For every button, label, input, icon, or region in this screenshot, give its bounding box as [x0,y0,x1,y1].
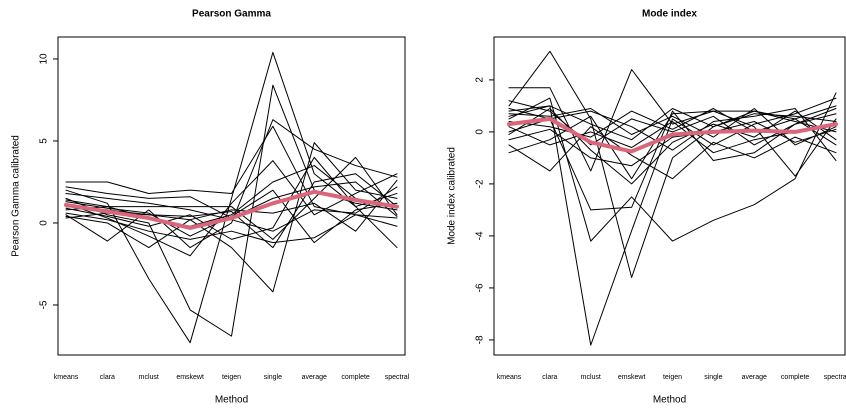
x-tick-label: spectral [824,374,846,381]
series-line [508,108,837,211]
series-line [508,105,837,141]
series-line [508,97,837,346]
x-tick-label: kmeans [497,374,522,381]
series-line [508,126,837,180]
chart-title: Pearson Gamma [192,9,271,20]
y-tick-label: 0 [39,220,50,226]
plot-box [493,36,846,356]
lines [64,51,399,344]
plot-box [57,36,406,356]
series-line [65,165,398,227]
x-tick-label: average [302,374,327,381]
x-tick-label: emskewt [618,374,646,381]
x-tick-label: mclust [139,374,159,381]
series-line [64,189,399,230]
y-axis-label: Pearson Gamma calibrated [11,135,22,257]
x-tick-label: spectral [385,374,410,381]
chart-title: Mode index [642,9,697,20]
y-tick-label: -5 [39,300,50,309]
x-tick-label: complete [341,374,370,381]
series-line [65,142,398,293]
series-line [65,160,398,257]
series-line [508,121,837,167]
y-tick-label: -4 [475,231,486,240]
x-tick-label: single [704,374,722,381]
series-line [508,121,837,154]
x-axis-label: Method [653,395,686,406]
y-tick-label: -8 [475,335,486,344]
x-tick-label: complete [781,374,810,381]
x-tick-label: average [742,374,767,381]
series-line [508,108,837,162]
panel: -5 0 5 10 kmeans clara mclust emskewt teigen sing… [11,9,410,406]
series-line [508,110,837,180]
series-line [508,92,837,242]
series-line [507,116,838,154]
series-line [65,156,398,240]
x-axis-label: Method [215,395,248,406]
x-tick-label: teigen [663,374,682,381]
panel: -8 -6 -4 -2 0 2 kmeans clara mclust emskewt teigen… [447,9,846,406]
x-tick-label: single [264,374,282,381]
y-tick-label: 10 [39,53,50,65]
y-axis-label: Mode index calibrated [447,147,458,245]
x-tick-label: kmeans [54,374,79,381]
y-tick-label: 0 [475,129,486,135]
x-tick-label: teigen [222,374,241,381]
series-line [508,105,837,138]
series-line [65,179,398,249]
x-tick-label: clara [100,374,115,381]
x-tick-label: clara [542,374,557,381]
series-line [65,156,398,240]
series-line [508,69,837,172]
y-tick-label: -2 [475,179,486,188]
y-tick-label: 5 [39,138,50,144]
series-line [65,125,398,219]
series-line [508,50,837,279]
series-line [508,108,837,185]
x-tick-label: mclust [581,374,601,381]
x-tick-label: emskewt [176,374,204,381]
y-tick-label: 2 [475,77,486,83]
lines [507,50,838,346]
y-tick-label: -6 [475,283,486,292]
